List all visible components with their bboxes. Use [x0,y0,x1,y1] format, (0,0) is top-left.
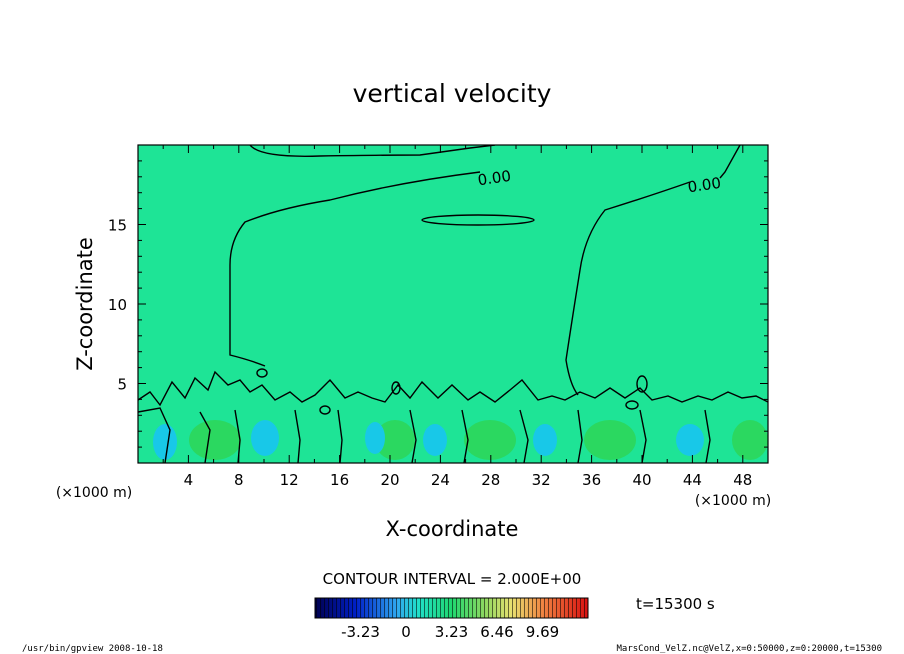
boundary-contour [138,370,768,407]
contour-line [719,145,741,179]
convective-cells [153,420,768,460]
x-axis-label: X-coordinate [386,517,519,541]
contour-ellipse [636,375,648,393]
x-tick-label: 4 [184,471,194,489]
y-axis-label: Z-coordinate [73,237,97,371]
y-tick-label: 15 [108,217,127,235]
time-label: t=15300 s [636,595,715,613]
downdraft-cell [676,424,704,456]
field-layer [138,145,768,463]
x-unit-left: (×1000 m) [56,485,132,501]
contour-line [565,181,691,396]
contour-line [138,407,171,463]
downdraft-cell [153,424,177,460]
contour-ellipse [319,405,331,415]
colorbar-ticks: -3.23 0 3.23 6.46 9.69 [341,623,559,641]
x-axis-ticks: 4 8 12 16 20 24 28 32 36 40 44 48 [162,145,752,489]
chart-title: vertical velocity [353,79,552,108]
contour-line [249,145,496,157]
contour-ellipse [421,214,535,226]
contour-ellipse [391,381,401,395]
updraft-cell [584,420,636,460]
contour-line [199,411,211,463]
downdraft-cell [423,424,447,456]
colorbar-tick-label: -3.23 [341,623,380,641]
x-tick-label: 36 [582,471,601,489]
footer-left: /usr/bin/gpview 2008-10-18 [22,644,163,654]
contour-line [409,409,417,463]
contour-line [337,409,343,463]
contour-line [294,409,301,463]
y-tick-label: 10 [108,296,127,314]
downdraft-cell [365,422,385,454]
x-tick-label: 24 [431,471,450,489]
colorbar-frame [314,597,589,619]
x-tick-label: 32 [532,471,551,489]
colorbar: -3.23 0 3.23 6.46 9.69 [314,597,589,641]
x-tick-label: 40 [632,471,651,489]
x-tick-label: 8 [234,471,244,489]
y-tick-label: 5 [117,376,127,394]
plot-background [138,145,768,463]
contour-line [229,171,481,367]
zero-contours [138,145,768,463]
downdraft-cell [251,420,279,456]
x-unit-right: (×1000 m) [695,493,771,509]
contour-ellipse [625,400,639,410]
x-tick-label: 28 [481,471,500,489]
contour-line [577,409,583,463]
contour-label: 0.00 [687,174,723,196]
x-tick-label: 20 [380,471,399,489]
x-tick-label: 16 [330,471,349,489]
contour-line [519,409,529,463]
colorbar-tick-label: 6.46 [480,623,513,641]
colorbar-tick-label: 3.23 [435,623,468,641]
contour-line [639,409,647,463]
x-tick-label: 12 [280,471,299,489]
x-tick-label: 44 [683,471,702,489]
updraft-cell [732,420,768,460]
downdraft-cell [533,424,557,456]
contour-line [461,409,469,463]
colorbar-stripes [315,598,588,618]
x-tick-label: 48 [733,471,752,489]
contour-interval: CONTOUR INTERVAL = 2.000E+00 [323,570,582,588]
y-axis-ticks: 5 10 15 [108,160,768,448]
contour-line [704,409,711,463]
colorbar-tick-label: 0 [401,623,411,641]
colorbar-tick-label: 9.69 [526,623,559,641]
footer-right: MarsCond_VelZ.nc@VelZ,x=0:50000,z=0:2000… [616,644,882,654]
updraft-cell [375,420,415,460]
updraft-cell [189,420,241,460]
contour-label: 0.00 [477,167,513,189]
contour-ellipse [256,368,268,378]
updraft-cell [464,420,516,460]
